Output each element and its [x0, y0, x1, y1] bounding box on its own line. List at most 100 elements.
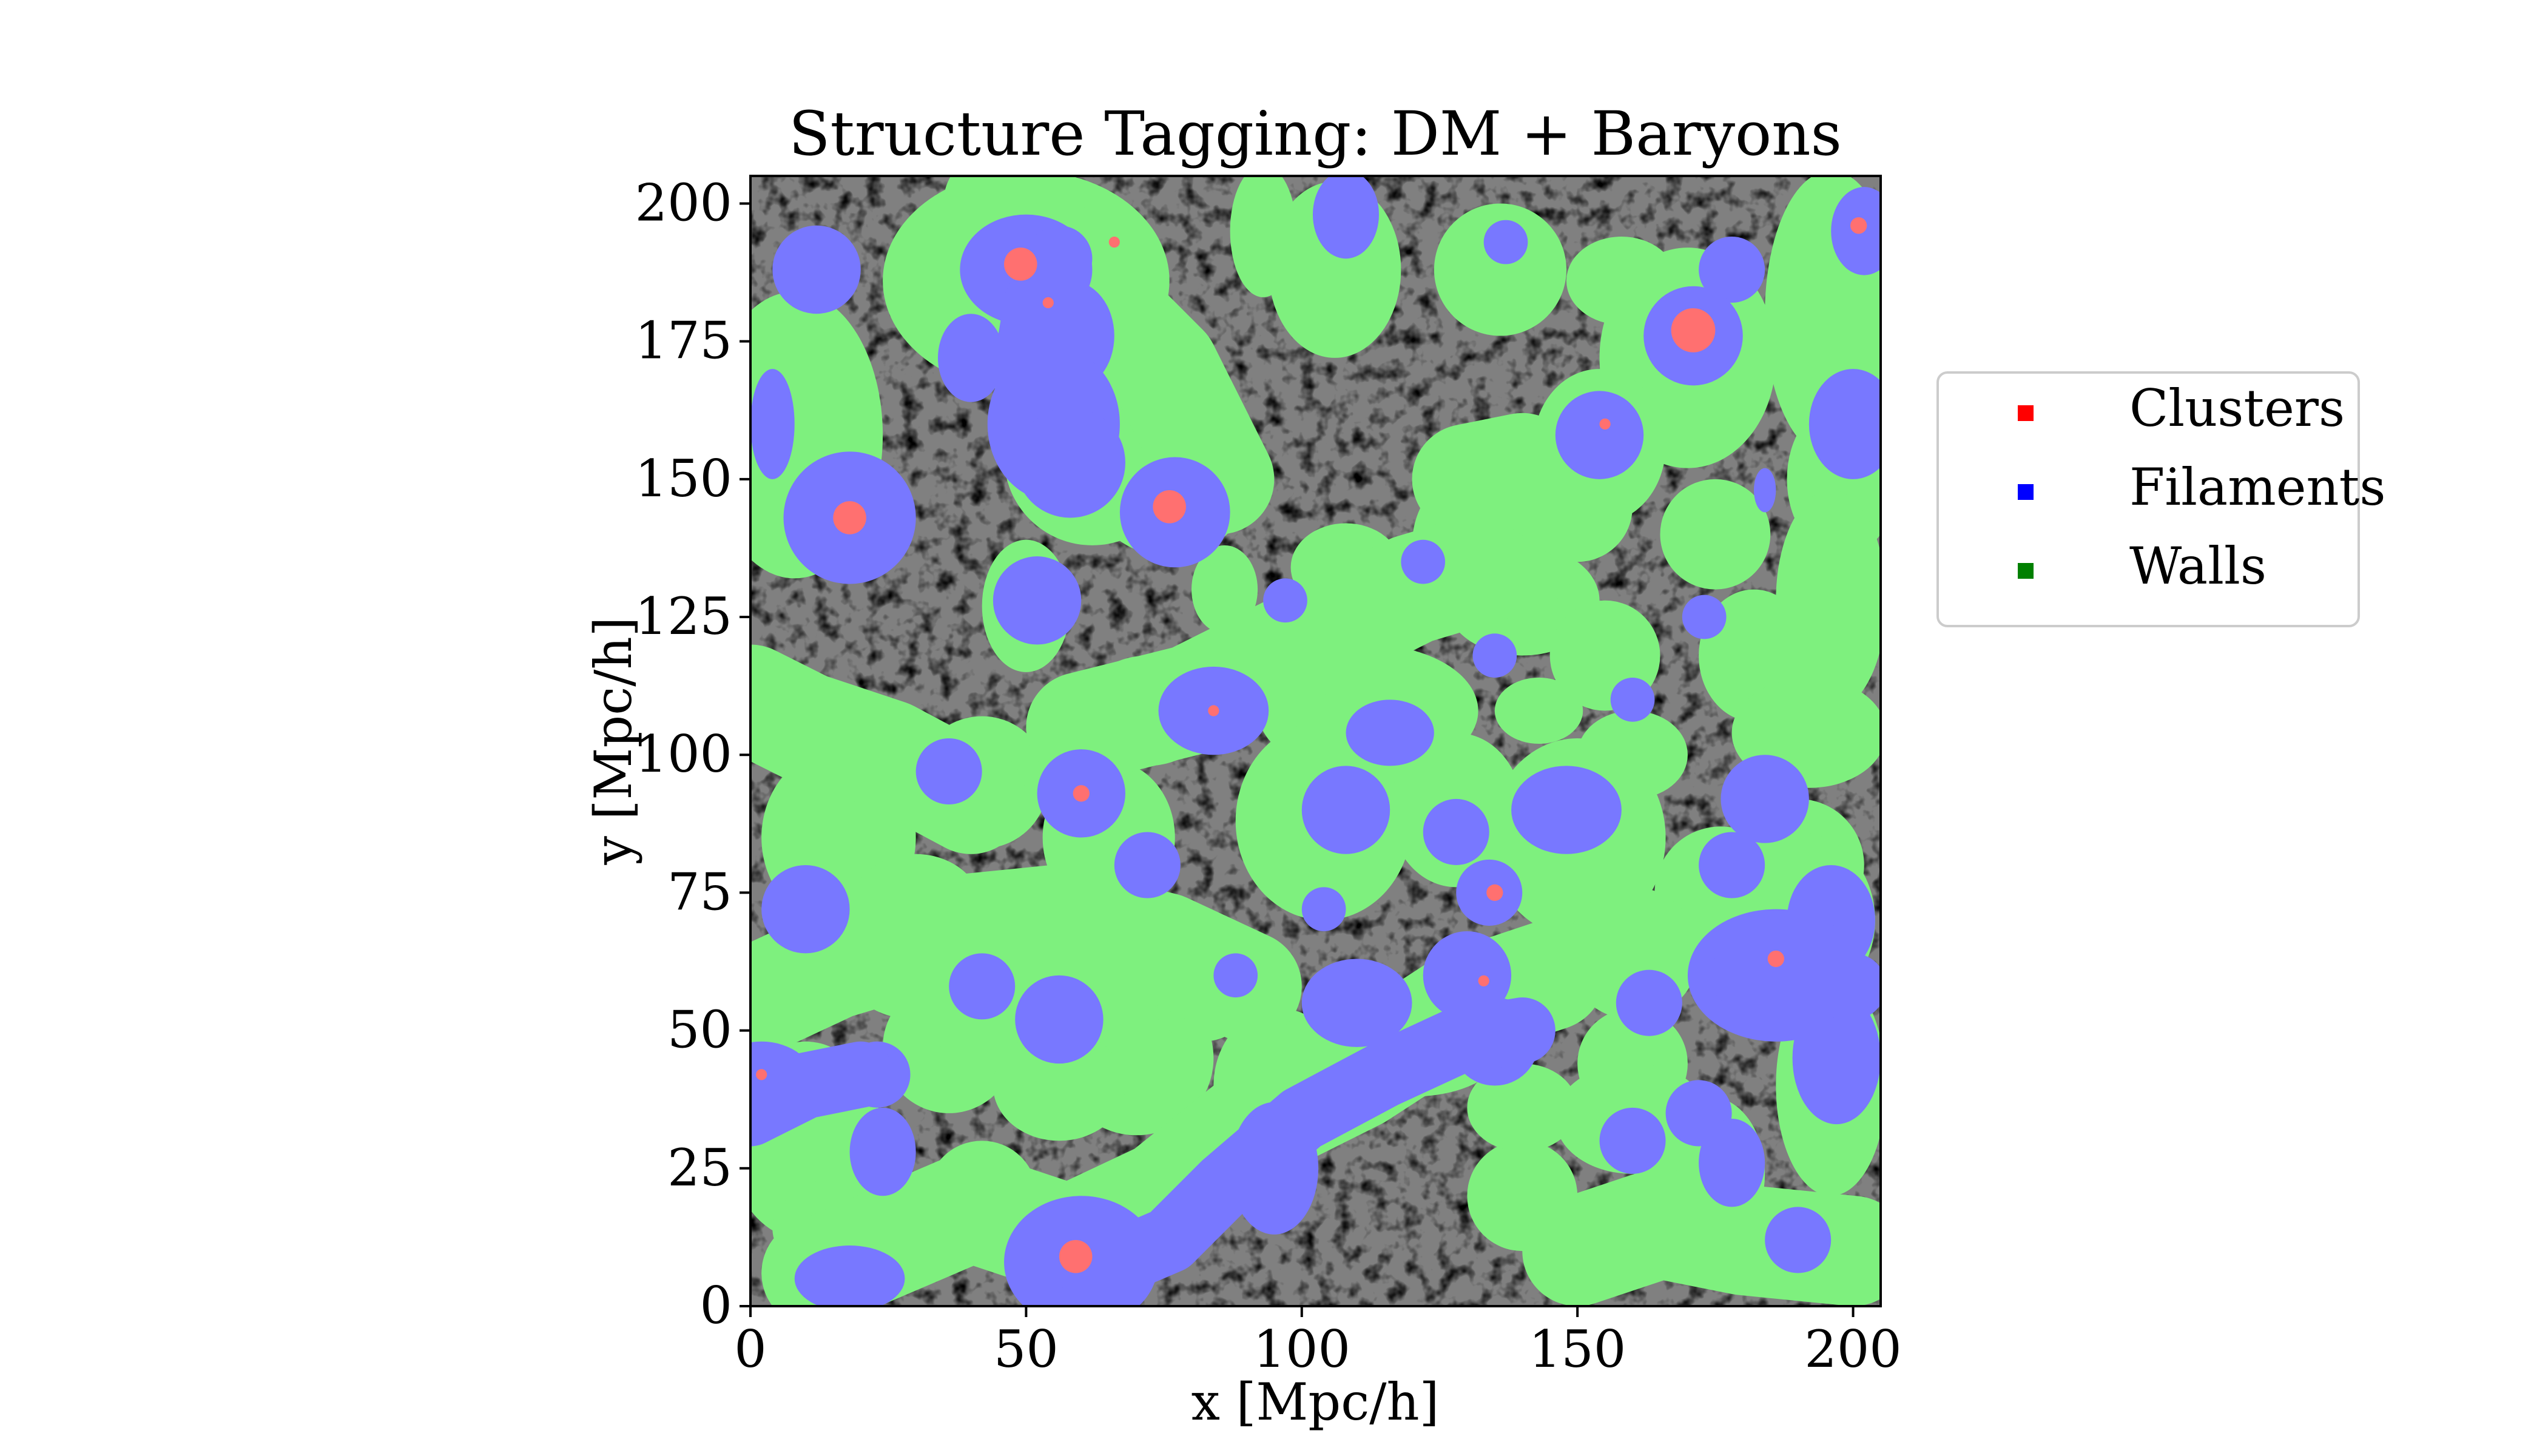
- filament-region: [1401, 539, 1446, 584]
- filament-region: [1721, 755, 1809, 843]
- cluster-region: [833, 501, 866, 534]
- filament-region: [1555, 391, 1644, 479]
- filament-region: [1346, 699, 1434, 766]
- legend-box: [1936, 371, 2360, 627]
- filament-region: [750, 369, 795, 479]
- clusters-layer: [756, 217, 1867, 1273]
- cluster-region: [756, 1069, 767, 1080]
- filament-region: [1765, 1207, 1832, 1273]
- filament-region: [1599, 1107, 1666, 1174]
- x-axis-label: x [Mpc/h]: [1191, 1372, 1440, 1432]
- filament-region: [772, 225, 861, 314]
- y-tick-label: 175: [635, 311, 732, 371]
- legend-label-walls: Walls: [2129, 536, 2267, 596]
- filaments-layer: [750, 176, 1881, 1306]
- wall-band: [1412, 413, 1633, 562]
- wall-region: [1467, 1063, 1578, 1152]
- filament-region: [1472, 633, 1517, 678]
- legend-marker-filaments: [2018, 484, 2034, 500]
- legend-marker-clusters: [2018, 405, 2034, 421]
- plot-frame: [749, 175, 1882, 1307]
- filament-region: [1699, 1119, 1765, 1207]
- wall-region: [1191, 545, 1258, 634]
- wall-region: [993, 1030, 1125, 1141]
- filament-region: [761, 864, 850, 954]
- cluster-region: [1004, 248, 1037, 281]
- wall-band: [1026, 501, 1578, 783]
- filament-region: [1699, 236, 1765, 303]
- cluster-region: [1153, 490, 1186, 524]
- filament-region: [1808, 369, 1881, 479]
- filament-region: [1610, 677, 1655, 722]
- y-tick-label: 0: [700, 1276, 732, 1335]
- filament-region: [1511, 766, 1622, 854]
- x-tick-label: 200: [1804, 1320, 1901, 1379]
- wall-region: [1434, 203, 1566, 336]
- y-tick-label: 150: [635, 449, 732, 508]
- cluster-region: [1478, 975, 1489, 986]
- legend-label-clusters: Clusters: [2129, 379, 2345, 438]
- filament-region: [1213, 953, 1258, 998]
- filament-region: [1015, 975, 1104, 1064]
- filament-region: [1682, 595, 1727, 639]
- y-tick-label: 200: [635, 173, 732, 232]
- filament-region: [949, 953, 1016, 1020]
- legend-label-filaments: Filaments: [2129, 457, 2385, 517]
- x-axis: 0 50 100 150 200: [734, 1306, 1902, 1379]
- legend: Clusters Filaments Walls: [1936, 371, 2385, 627]
- filament-region: [1699, 832, 1765, 898]
- cluster-region: [1767, 950, 1784, 968]
- legend-marker-walls: [2018, 563, 2034, 579]
- filament-band: [1710, 942, 1881, 1020]
- filament-band: [1059, 997, 1555, 1306]
- filament-region: [1301, 959, 1412, 1047]
- x-tick-label: 150: [1529, 1320, 1626, 1379]
- wall-region: [1577, 710, 1688, 799]
- filament-region: [1792, 991, 1881, 1125]
- filament-region: [1301, 887, 1346, 932]
- filament-region: [915, 738, 982, 805]
- plot-area: [750, 176, 1881, 1306]
- x-tick-label: 100: [1253, 1320, 1350, 1379]
- filament-region: [794, 1245, 905, 1306]
- cluster-region: [1850, 217, 1867, 234]
- x-tick-label: 0: [734, 1320, 766, 1379]
- wall-band: [750, 864, 1302, 1059]
- wall-region: [1494, 677, 1583, 744]
- filament-region: [1015, 407, 1125, 518]
- wall-region: [1660, 479, 1771, 590]
- filament-band: [993, 225, 1093, 402]
- cluster-region: [1486, 884, 1503, 902]
- y-axis-label: y [Mpc/h]: [584, 617, 643, 866]
- cluster-region: [1042, 297, 1054, 309]
- filament-region: [1483, 220, 1528, 265]
- cluster-region: [1208, 705, 1219, 716]
- filament-region: [1423, 931, 1512, 1020]
- cluster-region: [1599, 418, 1611, 430]
- filament-region: [1423, 798, 1489, 865]
- filament-region: [1753, 468, 1776, 513]
- filament-region: [849, 1107, 916, 1196]
- filament-region: [1114, 832, 1181, 898]
- wall-region: [1776, 490, 1881, 711]
- x-tick-label: 50: [994, 1320, 1059, 1379]
- y-axis: 0 25 50 75 100 125 150 175 200: [635, 173, 750, 1335]
- cluster-region: [1073, 785, 1090, 802]
- filament-region: [1301, 766, 1390, 854]
- filament-region: [1312, 176, 1379, 259]
- cluster-region: [1108, 236, 1120, 248]
- filament-band: [750, 1041, 894, 1147]
- y-tick-label: 125: [635, 587, 732, 646]
- cluster-region: [1671, 308, 1716, 352]
- chart-title: Structure Tagging: DM + Baryons: [789, 98, 1842, 169]
- cluster-region: [1059, 1239, 1093, 1273]
- filament-region: [937, 314, 1005, 402]
- y-tick-label: 100: [635, 724, 732, 784]
- y-tick-label: 25: [667, 1138, 732, 1198]
- filament-region: [1263, 578, 1307, 623]
- y-tick-label: 75: [667, 862, 732, 922]
- filament-region: [993, 556, 1082, 645]
- y-tick-label: 50: [667, 1000, 732, 1060]
- filament-region: [1616, 969, 1682, 1036]
